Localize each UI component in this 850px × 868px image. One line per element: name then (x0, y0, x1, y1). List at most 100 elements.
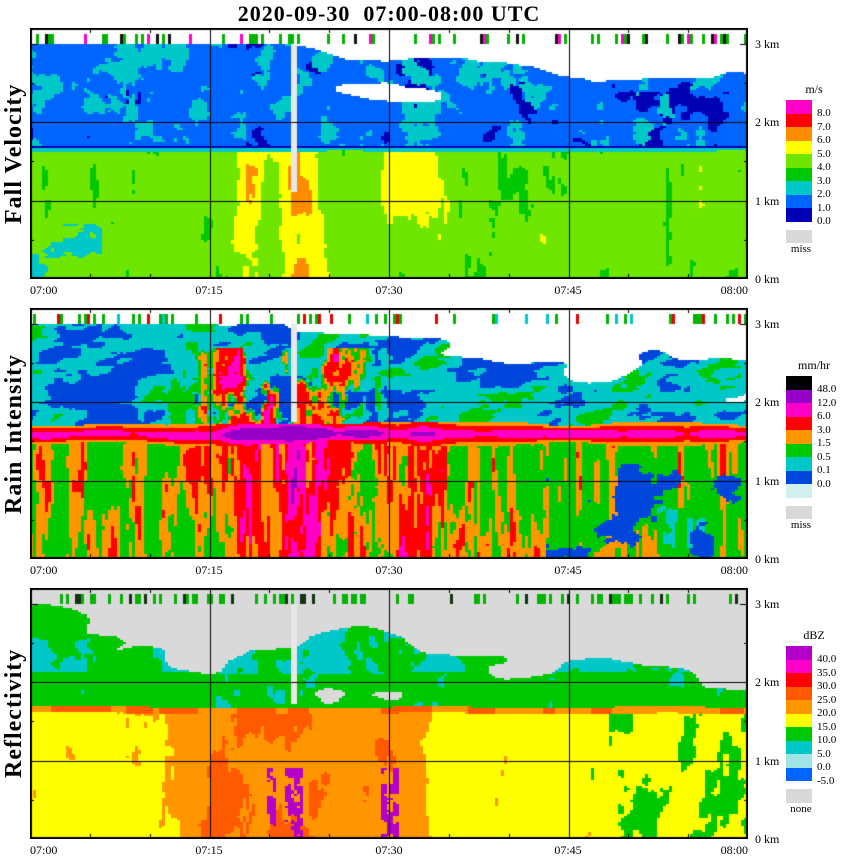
legend-color-bar: 40.0 35.0 30.0 25.0 20.0 15.0 10.0 5.0 0.0 -5.0 no… (786, 646, 848, 846)
legend-value-label: 2.0 (817, 188, 831, 200)
legend-swatch (786, 754, 812, 768)
legend-swatch (786, 457, 812, 471)
y-tick-label: 1 km (755, 474, 780, 488)
legend-reflectivity: dBZ 40.0 35.0 30.0 25.0 20.0 15.0 10.0 5.0 0.0 -5… (786, 628, 848, 846)
legend-value-label: 15.0 (817, 720, 837, 733)
plot-area-rain-intensity (30, 308, 748, 559)
legend-swatch (786, 208, 812, 222)
legend-color-bar: 48.0 12.0 6.0 3.0 1.5 0.5 0.1 0.0 miss (786, 376, 848, 576)
legend-swatch (786, 194, 812, 208)
x-tick-label: 07:45 (554, 563, 582, 577)
legend-swatch (786, 484, 812, 498)
legend-value-label: 12.0 (817, 396, 837, 409)
legend-value-label: 10.0 (817, 734, 837, 746)
plot-area-reflectivity (30, 588, 748, 839)
x-tick-label: 08:00 (720, 563, 748, 577)
plot-area-fall-velocity (30, 28, 748, 279)
legend-value-label: -5.0 (817, 774, 835, 787)
legend-swatch (786, 767, 812, 781)
x-tick-label: 08:00 (720, 283, 748, 297)
heatmap-canvas-fall-velocity (30, 28, 748, 279)
legend-value-label: 20.0 (817, 707, 837, 719)
legend-swatch (786, 443, 812, 457)
legend-unit-label: mm/hr (798, 358, 830, 372)
y-tick-label: 3 km (755, 37, 780, 51)
legend-swatch (786, 700, 812, 714)
legend-swatch (786, 167, 812, 181)
y-axis-title-rain-intensity: Rain Intensity (1, 353, 27, 514)
legend-value-label: 4.0 (817, 161, 831, 173)
legend-unit-label: dBZ (803, 628, 825, 642)
heatmap-canvas-rain-intensity (30, 308, 748, 559)
legend-swatch (786, 376, 812, 390)
legend-rain-intensity: mm/hr 48.0 12.0 6.0 3.0 1.5 0.5 0.1 0.0 miss (786, 358, 848, 576)
legend-value-label: 0.0 (817, 761, 831, 773)
y-tick-label: 0 km (755, 552, 780, 566)
legend-missing-label: miss (790, 519, 812, 531)
x-tick-label: 07:45 (554, 843, 582, 857)
x-tick-label: 07:15 (195, 843, 223, 857)
legend-value-label: 3.0 (817, 423, 831, 436)
legend-swatch (786, 659, 812, 673)
y-tick-label: 2 km (755, 675, 780, 689)
legend-value-label: 35.0 (817, 666, 837, 679)
legend-value-label: 7.0 (817, 120, 831, 133)
legend-missing-label: miss (790, 243, 812, 255)
legend-swatch (786, 470, 812, 484)
legend-swatch (786, 140, 812, 154)
legend-swatch (786, 673, 812, 687)
legend-swatch (786, 740, 812, 754)
legend-value-label: 1.5 (817, 437, 831, 449)
x-tick-label: 07:15 (195, 283, 223, 297)
y-tick-label: 1 km (755, 194, 780, 208)
x-tick-label: 07:15 (195, 563, 223, 577)
figure-title: 2020-09-30 07:00-08:00 UTC (237, 1, 541, 26)
legend-missing-label: none (790, 802, 812, 815)
legend-unit-label: m/s (805, 82, 823, 96)
x-tick-label: 07:00 (30, 843, 58, 857)
legend-value-label: 5.0 (817, 747, 831, 760)
legend-fall-velocity: m/s 8.0 7.0 6.0 5.0 4.0 3.0 2.0 1.0 0.0 miss (786, 82, 848, 300)
legend-swatch (786, 430, 812, 444)
legend-swatch (786, 181, 812, 195)
x-tick-label: 07:00 (30, 563, 58, 577)
legend-missing-swatch (786, 789, 812, 803)
x-tick-label: 08:00 (720, 843, 748, 857)
legend-value-label: 8.0 (817, 107, 831, 119)
x-tick-label: 07:00 (30, 283, 58, 297)
y-axis-title-fall-velocity: Fall Velocity (1, 83, 27, 224)
legend-color-bar: 8.0 7.0 6.0 5.0 4.0 3.0 2.0 1.0 0.0 miss (786, 100, 848, 300)
legend-value-label: 1.0 (817, 201, 831, 214)
legend-value-label: 0.0 (817, 477, 831, 490)
y-tick-label: 0 km (755, 272, 780, 286)
legend-swatch (786, 686, 812, 700)
legend-swatch (786, 403, 812, 417)
legend-value-label: 0.5 (817, 450, 831, 463)
legend-swatch (786, 154, 812, 168)
legend-value-label: 25.0 (817, 693, 837, 706)
legend-swatch (786, 389, 812, 403)
legend-swatch (786, 727, 812, 741)
legend-value-label: 40.0 (817, 653, 837, 665)
legend-missing-swatch (786, 229, 812, 243)
y-tick-label: 2 km (755, 115, 780, 129)
legend-missing-swatch (786, 505, 812, 519)
y-tick-label: 1 km (755, 754, 780, 768)
y-tick-label: 2 km (755, 395, 780, 409)
y-axis-title-reflectivity: Reflectivity (1, 648, 27, 779)
legend-swatch (786, 416, 812, 430)
legend-swatch (786, 127, 812, 141)
legend-value-label: 0.0 (817, 215, 831, 227)
x-tick-label: 07:30 (375, 283, 403, 297)
legend-swatch (786, 713, 812, 727)
y-tick-label: 0 km (755, 832, 780, 846)
legend-value-label: 6.0 (817, 410, 831, 422)
heatmap-canvas-reflectivity (30, 588, 748, 839)
x-tick-label: 07:30 (375, 563, 403, 577)
legend-value-label: 3.0 (817, 174, 831, 187)
legend-value-label: 5.0 (817, 147, 831, 160)
legend-value-label: 0.1 (817, 464, 831, 476)
legend-value-label: 30.0 (817, 680, 837, 692)
legend-value-label: 6.0 (817, 134, 831, 146)
